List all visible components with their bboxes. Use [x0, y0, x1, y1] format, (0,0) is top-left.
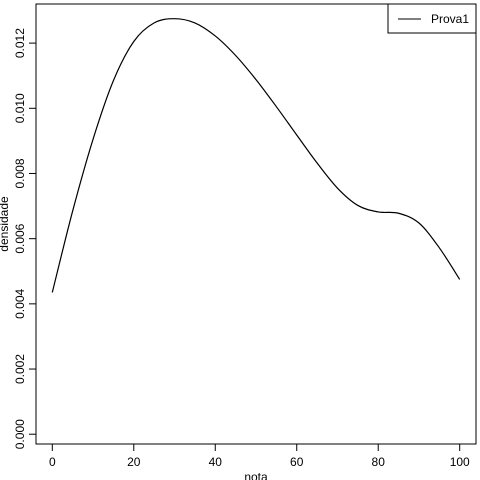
y-axis-label: densidade	[0, 196, 11, 252]
y-tick-label: 0.012	[13, 28, 27, 58]
y-tick-label: 0.002	[13, 354, 27, 384]
y-tick-label: 0.000	[13, 419, 27, 449]
x-tick-label: 0	[49, 455, 56, 469]
plot-frame	[35, 3, 477, 445]
x-tick-label: 40	[209, 455, 223, 469]
y-tick-label: 0.006	[13, 223, 27, 253]
x-axis-label: nota	[244, 470, 268, 480]
x-tick-label: 60	[290, 455, 304, 469]
y-tick-label: 0.008	[13, 158, 27, 188]
x-tick-label: 80	[372, 455, 386, 469]
y-tick-label: 0.010	[13, 93, 27, 123]
legend-label-prova1: Prova1	[431, 12, 469, 26]
x-tick-label: 20	[127, 455, 141, 469]
series-line-prova1	[51, 18, 461, 293]
series-layer	[51, 18, 461, 293]
legend: Prova1	[387, 3, 477, 34]
x-tick-label: 100	[450, 455, 470, 469]
y-tick-label: 0.004	[13, 289, 27, 319]
